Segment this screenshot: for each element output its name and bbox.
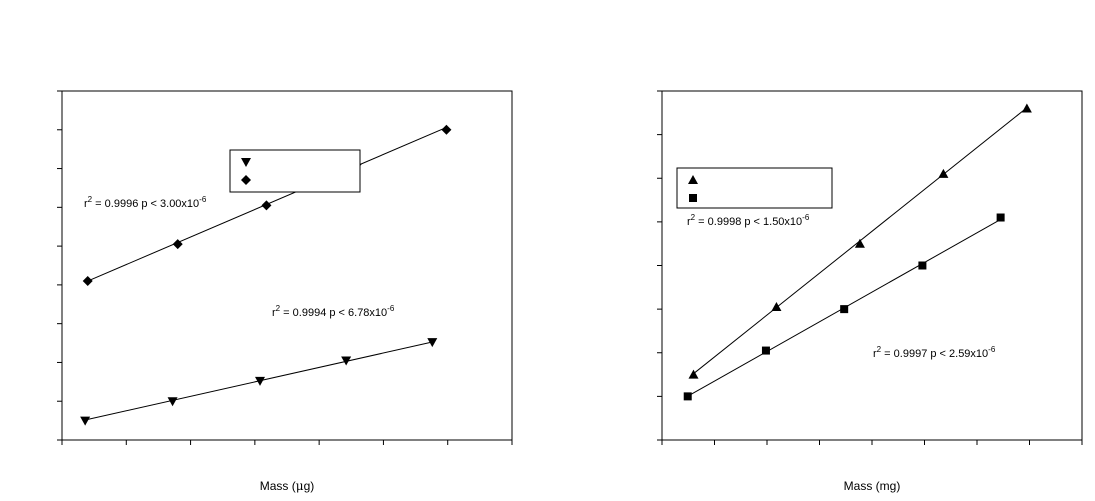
r2-value: = 0.9994 p < 6.78x10: [280, 307, 387, 319]
plot-frame: [61, 90, 513, 441]
data-point: [761, 346, 770, 355]
x-axis-label-text: Mass (mg): [844, 479, 901, 493]
data-point: [688, 369, 699, 379]
data-point: [938, 168, 949, 178]
r2-superscript: 2: [276, 304, 281, 313]
r2-symbol: r: [84, 198, 88, 210]
data-point: [771, 301, 782, 311]
chart-panel-aliphatic: Mass (μg)r2 = 0.9996 p < 3.00x10-6r2 = 0…: [57, 90, 513, 493]
data-point: [1021, 103, 1032, 113]
r2-superscript: 2: [877, 345, 882, 354]
data-point: [683, 392, 692, 401]
data-point: [167, 397, 178, 407]
p-exponent: -6: [199, 195, 207, 204]
chart-panel-chlorinated: Mass (mg)r2 = 0.9998 p < 1.50x10-6r2 = 0…: [657, 90, 1083, 493]
r2-value: = 0.9996 p < 3.00x10: [92, 198, 199, 210]
legend-box: [676, 167, 833, 209]
data-point: [172, 239, 183, 250]
legend-marker: [241, 175, 251, 185]
data-point: [918, 261, 927, 270]
legend-marker: [689, 194, 697, 202]
legend-marker: [688, 175, 698, 184]
fit-annotation-r2: r2 = 0.9994 p < 6.78x10-6: [272, 304, 395, 319]
legend-box: [229, 149, 361, 193]
x-axis-label-text: g): [304, 479, 315, 493]
data-point: [82, 276, 93, 287]
x-axis-label: Mass (mg): [844, 479, 901, 493]
data-point: [996, 213, 1005, 222]
x-axis-label-text: Mass (: [260, 479, 296, 493]
legend-marker: [241, 158, 251, 167]
r2-symbol: r: [687, 216, 691, 228]
data-point: [427, 338, 438, 348]
p-exponent: -6: [988, 345, 996, 354]
fit-annotation-r2: r2 = 0.9998 p < 1.50x10-6: [687, 213, 810, 228]
data-point: [261, 200, 272, 211]
r2-value: = 0.9997 p < 2.59x10: [881, 348, 988, 360]
r2-value: = 0.9998 p < 1.50x10: [695, 216, 802, 228]
fit-annotation-r2: r2 = 0.9997 p < 2.59x10-6: [873, 345, 996, 360]
data-point: [255, 376, 265, 386]
fit-annotation-r2: r2 = 0.9996 p < 3.00x10-6: [84, 195, 207, 210]
r2-superscript: 2: [691, 213, 696, 222]
data-point: [840, 305, 849, 314]
data-point: [341, 356, 352, 366]
data-point: [854, 238, 865, 248]
plot-frame: [661, 90, 1083, 441]
data-point: [80, 416, 91, 426]
p-exponent: -6: [387, 304, 395, 313]
x-axis-label-unit: μ: [296, 479, 304, 493]
p-exponent: -6: [802, 213, 810, 222]
x-axis-label: Mass (μg): [260, 479, 314, 493]
r2-symbol: r: [272, 307, 276, 319]
r2-superscript: 2: [88, 195, 93, 204]
r2-symbol: r: [873, 348, 877, 360]
data-point: [441, 124, 452, 135]
